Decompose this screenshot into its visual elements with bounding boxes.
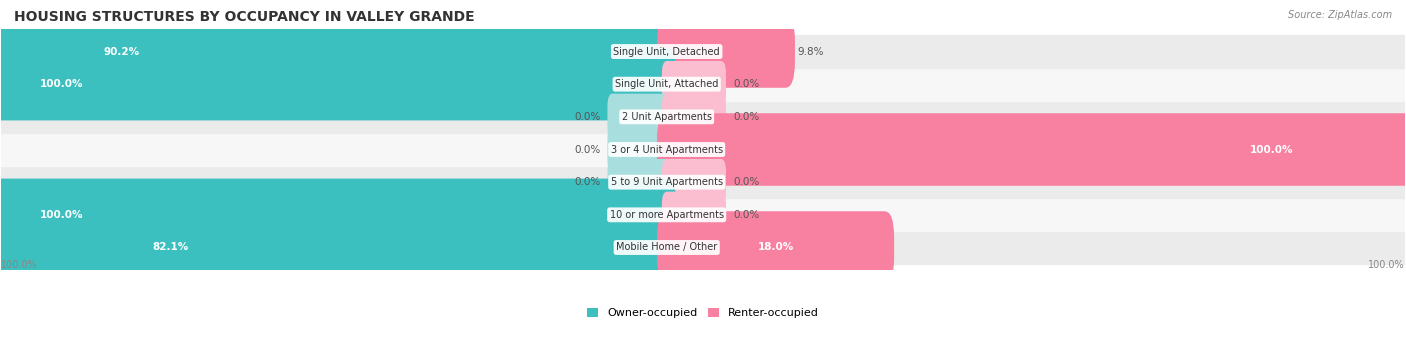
FancyBboxPatch shape bbox=[662, 159, 725, 205]
Text: Single Unit, Detached: Single Unit, Detached bbox=[613, 46, 720, 57]
FancyBboxPatch shape bbox=[657, 113, 1406, 186]
Text: 5 to 9 Unit Apartments: 5 to 9 Unit Apartments bbox=[610, 177, 723, 187]
Bar bbox=[1, 231, 1405, 264]
FancyBboxPatch shape bbox=[0, 15, 676, 88]
FancyBboxPatch shape bbox=[607, 126, 672, 173]
FancyBboxPatch shape bbox=[657, 211, 894, 284]
Text: 100.0%: 100.0% bbox=[1, 260, 38, 270]
Text: 100.0%: 100.0% bbox=[1250, 145, 1294, 154]
Text: 9.8%: 9.8% bbox=[797, 46, 824, 57]
Legend: Owner-occupied, Renter-occupied: Owner-occupied, Renter-occupied bbox=[586, 308, 820, 318]
Text: 100.0%: 100.0% bbox=[41, 79, 83, 89]
Text: 3 or 4 Unit Apartments: 3 or 4 Unit Apartments bbox=[610, 145, 723, 154]
Bar bbox=[1, 101, 1405, 133]
Text: 0.0%: 0.0% bbox=[734, 79, 759, 89]
Bar bbox=[1, 35, 1405, 68]
Text: Source: ZipAtlas.com: Source: ZipAtlas.com bbox=[1288, 10, 1392, 20]
Text: 10 or more Apartments: 10 or more Apartments bbox=[610, 210, 724, 220]
Text: 2 Unit Apartments: 2 Unit Apartments bbox=[621, 112, 711, 122]
Bar bbox=[1, 166, 1405, 198]
Text: 0.0%: 0.0% bbox=[734, 210, 759, 220]
Text: 100.0%: 100.0% bbox=[41, 210, 83, 220]
FancyBboxPatch shape bbox=[657, 15, 794, 88]
Bar bbox=[1, 198, 1405, 231]
Text: 18.0%: 18.0% bbox=[758, 242, 794, 252]
Text: 100.0%: 100.0% bbox=[1368, 260, 1405, 270]
Text: 90.2%: 90.2% bbox=[103, 46, 139, 57]
Text: Mobile Home / Other: Mobile Home / Other bbox=[616, 242, 717, 252]
Text: HOUSING STRUCTURES BY OCCUPANCY IN VALLEY GRANDE: HOUSING STRUCTURES BY OCCUPANCY IN VALLE… bbox=[14, 10, 475, 24]
FancyBboxPatch shape bbox=[662, 94, 725, 140]
Bar bbox=[1, 133, 1405, 166]
Text: 0.0%: 0.0% bbox=[734, 112, 759, 122]
Text: 0.0%: 0.0% bbox=[574, 145, 600, 154]
FancyBboxPatch shape bbox=[0, 179, 676, 251]
Text: 0.0%: 0.0% bbox=[574, 112, 600, 122]
Text: 0.0%: 0.0% bbox=[574, 177, 600, 187]
FancyBboxPatch shape bbox=[0, 48, 676, 120]
FancyBboxPatch shape bbox=[662, 192, 725, 238]
Text: Single Unit, Attached: Single Unit, Attached bbox=[614, 79, 718, 89]
FancyBboxPatch shape bbox=[607, 94, 672, 140]
Text: 0.0%: 0.0% bbox=[734, 177, 759, 187]
Bar bbox=[1, 68, 1405, 101]
FancyBboxPatch shape bbox=[607, 159, 672, 205]
Text: 82.1%: 82.1% bbox=[152, 242, 188, 252]
FancyBboxPatch shape bbox=[0, 211, 676, 284]
FancyBboxPatch shape bbox=[662, 61, 725, 107]
